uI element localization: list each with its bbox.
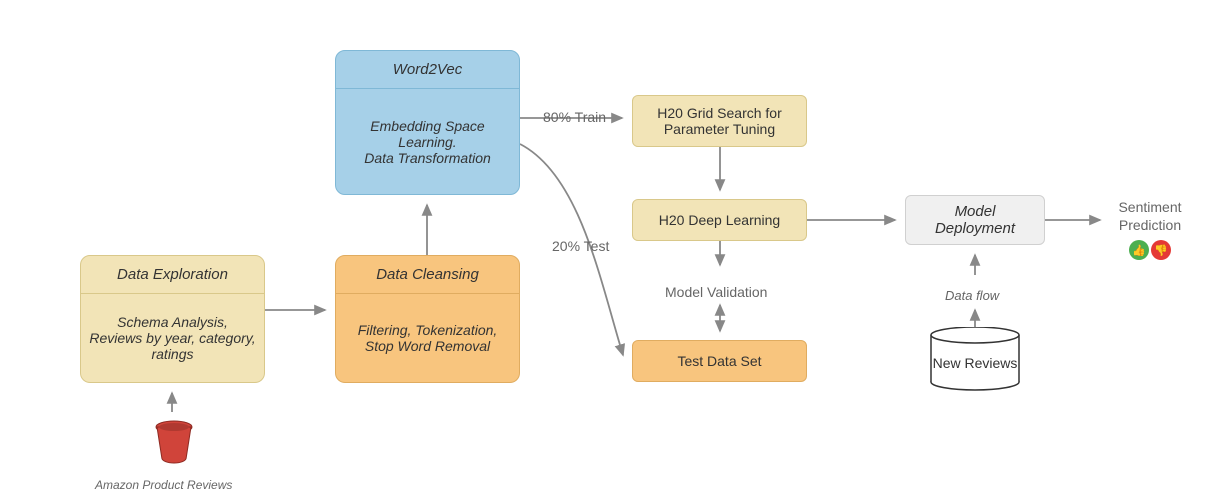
box-text: H20 Deep Learning <box>659 212 780 228</box>
cylinder-new-reviews: New Reviews <box>930 335 1020 390</box>
label-model-validation: Model Validation <box>665 283 767 301</box>
s3-bucket-icon <box>155 420 193 469</box>
node-title: Model Deployment <box>916 203 1034 237</box>
label-sentiment: Sentiment Prediction <box>1110 198 1190 234</box>
box-test-data: Test Data Set <box>632 340 807 382</box>
label-train: 80% Train <box>543 108 606 126</box>
node-word2vec: Word2Vec Embedding Space Learning. Data … <box>335 50 520 195</box>
label-data-flow: Data flow <box>945 288 999 305</box>
thumb-down-icon: 👎 <box>1151 240 1171 260</box>
box-grid-search: H20 Grid Search for Parameter Tuning <box>632 95 807 147</box>
thumbs-icons: 👍👎 <box>1128 240 1172 260</box>
node-data-cleansing: Data Cleansing Filtering, Tokenization, … <box>335 255 520 383</box>
label-amazon-reviews: Amazon Product Reviews <box>95 478 232 494</box>
node-body: Filtering, Tokenization, Stop Word Remov… <box>336 294 519 382</box>
thumb-up-icon: 👍 <box>1129 240 1149 260</box>
node-model-deployment: Model Deployment <box>905 195 1045 245</box>
node-title: Word2Vec <box>336 51 519 89</box>
node-body: Embedding Space Learning. Data Transform… <box>336 89 519 194</box>
box-deep-learning: H20 Deep Learning <box>632 199 807 241</box>
cylinder-text: New Reviews <box>933 355 1018 371</box>
label-test: 20% Test <box>552 237 609 255</box>
node-title: Data Cleansing <box>336 256 519 294</box>
node-body: Schema Analysis, Reviews by year, catego… <box>81 294 264 382</box>
box-text: Test Data Set <box>677 353 761 369</box>
node-data-exploration: Data Exploration Schema Analysis, Review… <box>80 255 265 383</box>
box-text: H20 Grid Search for Parameter Tuning <box>643 105 796 137</box>
node-title: Data Exploration <box>81 256 264 294</box>
